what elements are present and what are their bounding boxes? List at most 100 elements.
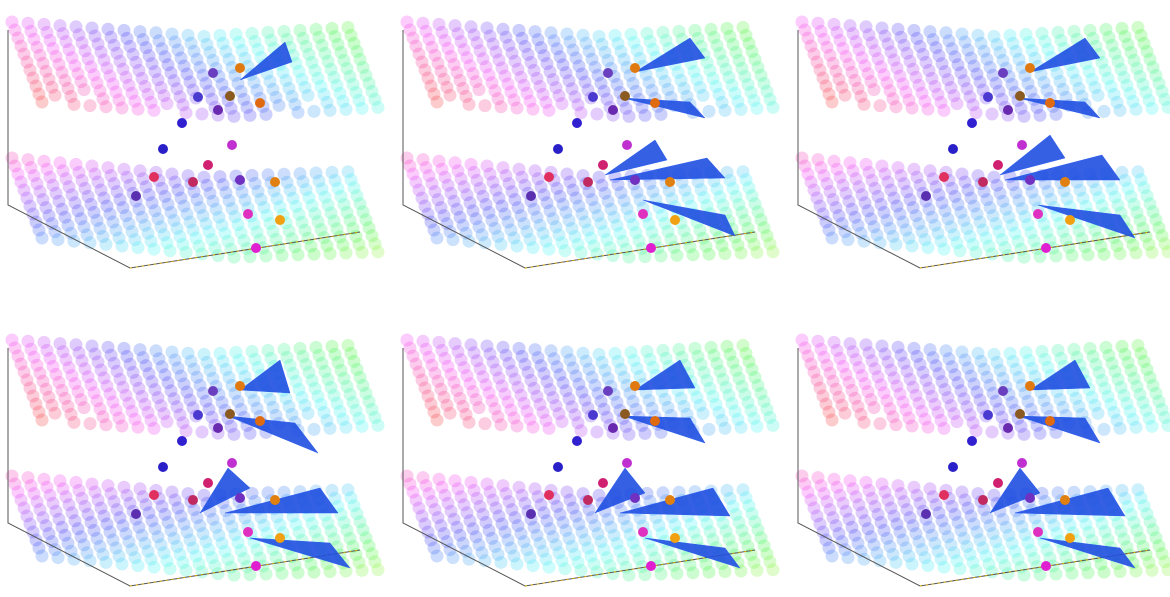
background-dot [400,15,414,29]
background-dot [859,475,873,489]
background-dot [61,81,75,95]
background-dot [200,178,214,192]
background-dot [562,213,576,227]
background-dot [444,504,458,518]
background-dot [875,159,889,173]
background-dot [340,523,354,537]
background-dot [499,30,513,44]
background-dot [437,72,451,86]
background-dot [115,557,129,571]
background-dot [135,210,149,224]
background-dot [897,177,911,191]
background-dot [825,231,839,245]
background-dot [343,69,357,83]
background-dot [179,563,193,577]
background-dot [877,205,891,219]
background-dot [190,511,204,525]
background-dot [167,74,181,88]
background-dot [893,207,907,221]
background-dot [1088,80,1102,94]
background-dot [464,157,478,171]
background-dot [74,212,88,226]
background-dot [578,393,592,407]
background-dot [980,370,994,384]
background-dot [560,345,574,359]
background-dot [450,520,464,534]
background-dot [896,395,910,409]
background-dot [1097,104,1111,118]
background-dot [167,213,181,227]
background-dot [699,557,713,571]
background-dot [528,164,542,178]
background-dot [827,154,841,168]
background-dot [495,61,509,75]
background-dot [588,201,602,215]
background-dot [875,339,889,353]
background-dot [578,215,592,229]
background-dot [558,562,572,576]
background-dot [539,552,553,566]
background-dot [37,472,51,486]
background-dot [1146,523,1160,537]
background-dot [598,363,612,377]
background-dot [571,98,585,112]
background-dot [726,355,740,369]
background-dot [715,239,729,253]
background-dot [617,370,631,384]
background-dot [899,403,913,417]
background-dot [1149,213,1163,227]
background-dot [128,551,142,565]
background-dot [296,31,310,45]
background-dot [318,190,332,204]
background-dot [438,170,452,184]
background-dot [43,170,57,184]
background-dot [112,93,126,107]
background-dot [1072,399,1086,413]
background-dot [318,364,332,378]
background-dot [136,33,150,47]
background-dot [65,369,79,383]
background-dot [846,482,860,496]
background-dot [324,524,338,538]
background-dot [225,60,239,74]
background-dot [440,398,454,412]
background-dot [620,202,634,216]
background-dot [14,357,28,371]
background-dot [434,382,448,396]
highlight-dot [188,495,198,505]
background-dot [713,190,727,204]
background-dot [540,514,554,528]
background-dot [59,490,73,504]
background-dot [480,21,494,35]
background-dot [365,84,379,98]
background-dot [925,210,939,224]
background-dot [642,393,656,407]
background-dot [84,60,98,74]
background-dot [839,49,853,63]
background-dot [115,239,129,253]
background-dot [504,85,518,99]
background-dot [482,205,496,219]
background-dot [1124,363,1138,377]
background-dot [151,530,165,544]
background-dot [129,55,143,69]
background-dot [751,378,765,392]
background-dot [308,207,322,221]
background-dot [36,193,50,207]
background-dot [305,517,319,531]
background-dot [276,65,290,79]
background-dot [703,63,717,77]
background-dot [523,551,537,565]
background-dot [21,153,35,167]
background-dot [216,36,230,50]
background-dot [664,232,678,246]
background-dot [1025,185,1039,199]
background-dot [607,210,621,224]
background-dot [989,394,1003,408]
background-dot [706,389,720,403]
background-dot [543,383,557,397]
background-dot [491,229,505,243]
background-dot [323,103,337,117]
background-dot [475,228,489,242]
background-dot [321,372,335,386]
